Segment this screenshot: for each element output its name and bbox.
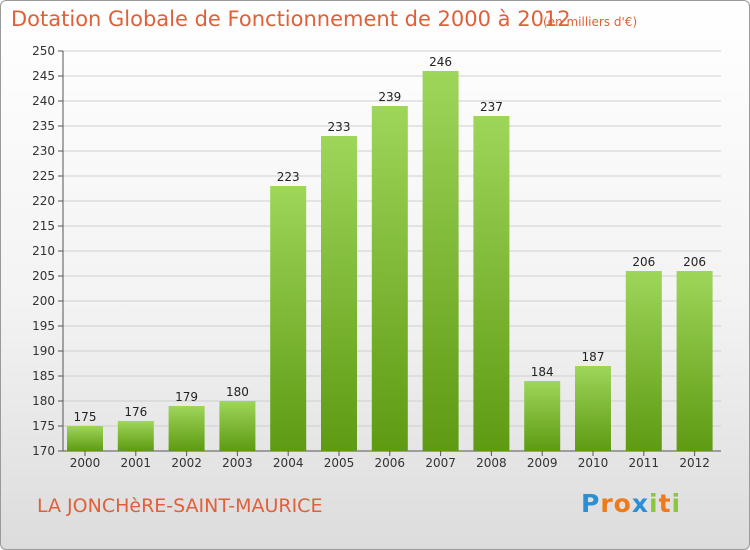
- bars: [67, 71, 713, 451]
- data-label: 179: [175, 390, 198, 404]
- y-tick-label: 250: [32, 44, 55, 58]
- bar: [321, 136, 357, 451]
- data-label: 246: [429, 55, 452, 69]
- data-label: 206: [632, 255, 655, 269]
- x-tick-label: 2011: [629, 456, 660, 470]
- logo-letter: o: [613, 489, 632, 518]
- data-label: 206: [683, 255, 706, 269]
- data-label: 180: [226, 385, 249, 399]
- bar: [219, 401, 256, 451]
- y-tick-label: 175: [32, 419, 55, 433]
- data-label: 187: [582, 350, 605, 364]
- y-tick-label: 205: [32, 269, 55, 283]
- logo-letter: x: [631, 489, 649, 518]
- x-tick-label: 2009: [527, 456, 558, 470]
- bar: [67, 426, 103, 451]
- x-tick-label: 2008: [476, 456, 507, 470]
- x-tick-label: 2002: [171, 456, 202, 470]
- x-tick-label: 2007: [425, 456, 456, 470]
- x-tick-label: 2005: [324, 456, 355, 470]
- x-tick-label: 2001: [121, 456, 152, 470]
- y-tick-label: 240: [32, 94, 55, 108]
- x-tick-label: 2012: [679, 456, 710, 470]
- data-label: 184: [531, 365, 554, 379]
- data-label: 175: [74, 410, 97, 424]
- unit-note: (en milliers d'€): [543, 15, 638, 29]
- x-tick-label: 2000: [70, 456, 101, 470]
- y-tick-label: 185: [32, 369, 55, 383]
- y-tick-label: 230: [32, 144, 55, 158]
- bar: [270, 186, 307, 451]
- bar: [422, 71, 459, 451]
- y-tick-label: 215: [32, 219, 55, 233]
- y-tick-label: 225: [32, 169, 55, 183]
- x-tick-label: 2004: [273, 456, 304, 470]
- y-tick-label: 220: [32, 194, 55, 208]
- y-tick-label: 210: [32, 244, 55, 258]
- y-tick-label: 235: [32, 119, 55, 133]
- data-label: 223: [277, 170, 300, 184]
- logo-letter: r: [600, 489, 614, 518]
- data-label: 176: [124, 405, 147, 419]
- y-tick-label: 245: [32, 69, 55, 83]
- y-tick-label: 180: [32, 394, 55, 408]
- data-label: 237: [480, 100, 503, 114]
- bar: [524, 381, 561, 451]
- data-label: 239: [378, 90, 401, 104]
- y-tick-label: 195: [32, 319, 55, 333]
- x-tick-label: 2006: [375, 456, 406, 470]
- logo-letter: t: [658, 489, 672, 518]
- bar: [473, 116, 510, 451]
- labels: 175 2000 176 2001 179 2002 180 2003 223 2004 233 20…: [70, 55, 710, 470]
- logo-letter: i: [671, 489, 682, 518]
- bar: [117, 421, 154, 451]
- y-tick-label: 170: [32, 444, 55, 458]
- logo-letter: i: [649, 489, 659, 518]
- x-tick-label: 2003: [222, 456, 253, 470]
- bar: [575, 366, 611, 451]
- bar: [371, 106, 408, 451]
- x-tick-label: 2010: [578, 456, 609, 470]
- commune-name: LA JONCHèRE-SAINT-MAURICE: [37, 495, 323, 517]
- bar: [676, 271, 713, 451]
- bar: [625, 271, 662, 451]
- data-label: 233: [328, 120, 351, 134]
- y-tick-label: 190: [32, 344, 55, 358]
- proxiti-logo: Proxiti: [581, 489, 681, 518]
- logo-letter: P: [581, 489, 601, 518]
- bar: [168, 406, 205, 451]
- chart-title: Dotation Globale de Fonctionnement de 20…: [11, 7, 571, 31]
- y-tick-label: 200: [32, 294, 55, 308]
